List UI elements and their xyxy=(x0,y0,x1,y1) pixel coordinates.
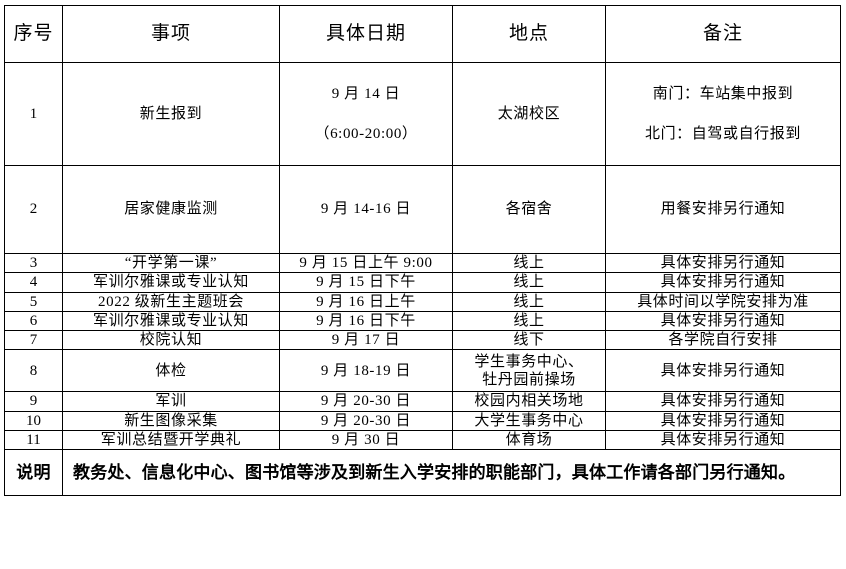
cell-place: 学生事务中心、 牡丹园前操场 xyxy=(452,349,606,393)
cell-date: 9 月 16 日上午 xyxy=(279,291,453,312)
cell-note: 具体安排另行通知 xyxy=(605,349,841,393)
cell-no: 9 xyxy=(4,391,63,412)
cell-no: 8 xyxy=(4,349,63,393)
table-header: 序号 事项 具体日期 地点 备注 xyxy=(4,5,841,63)
column-header-note: 备注 xyxy=(605,5,841,63)
footer-label: 说明 xyxy=(4,449,63,497)
cell-place: 大学生事务中心 xyxy=(452,410,606,432)
cell-no: 5 xyxy=(4,291,63,312)
column-header-item: 事项 xyxy=(62,5,280,63)
cell-item: 军训尔雅课或专业认知 xyxy=(62,310,280,332)
cell-note: 用餐安排另行通知 xyxy=(605,165,841,254)
cell-date: 9 月 17 日 xyxy=(279,330,453,351)
cell-date: 9 月 15 日上午 9:00 xyxy=(279,252,453,274)
cell-item: 军训尔雅课或专业认知 xyxy=(62,272,280,293)
cell-note: 各学院自行安排 xyxy=(605,330,841,351)
cell-note: 南门：车站集中报到 北门：自驾或自行报到 xyxy=(605,62,841,166)
table-row: 6 军训尔雅课或专业认知 9 月 16 日下午 线上 具体安排另行通知 xyxy=(4,310,841,332)
header-row: 序号 事项 具体日期 地点 备注 xyxy=(4,5,841,63)
cell-place: 体育场 xyxy=(452,430,606,451)
cell-date: 9 月 16 日下午 xyxy=(279,310,453,332)
cell-place: 线上 xyxy=(452,272,606,293)
cell-item: 新生报到 xyxy=(62,62,280,166)
cell-note: 具体安排另行通知 xyxy=(605,272,841,293)
cell-place: 线上 xyxy=(452,252,606,274)
cell-no: 1 xyxy=(4,62,63,166)
column-header-no: 序号 xyxy=(4,5,63,63)
table-row: 1 新生报到 9 月 14 日 （6:00-20:00） 太湖校区 南门：车站集… xyxy=(4,62,841,166)
cell-date: 9 月 14 日 （6:00-20:00） xyxy=(279,62,453,166)
cell-note: 具体安排另行通知 xyxy=(605,391,841,412)
cell-note: 具体安排另行通知 xyxy=(605,410,841,432)
table-row: 2 居家健康监测 9 月 14-16 日 各宿舍 用餐安排另行通知 xyxy=(4,165,841,254)
footer-note-text: 教务处、信息化中心、图书馆等涉及到新生入学安排的职能部门，具体工作请各部门另行通… xyxy=(62,449,841,497)
table-row: 11 军训总结暨开学典礼 9 月 30 日 体育场 具体安排另行通知 xyxy=(4,430,841,451)
enrollment-schedule-table: 序号 事项 具体日期 地点 备注 1 新生报到 9 月 14 日 （6:00-2… xyxy=(4,5,841,497)
cell-note: 具体安排另行通知 xyxy=(605,310,841,332)
cell-note-line-1: 南门：车站集中报到 xyxy=(652,85,794,102)
table-row: 8 体检 9 月 18-19 日 学生事务中心、 牡丹园前操场 具体安排另行通知 xyxy=(4,349,841,393)
cell-no: 4 xyxy=(4,272,63,293)
cell-item: 军训总结暨开学典礼 xyxy=(62,430,280,451)
table-footer-row: 说明 教务处、信息化中心、图书馆等涉及到新生入学安排的职能部门，具体工作请各部门… xyxy=(4,449,841,497)
cell-item: 居家健康监测 xyxy=(62,165,280,254)
cell-no: 10 xyxy=(4,410,63,432)
cell-no: 3 xyxy=(4,252,63,274)
cell-item: 军训 xyxy=(62,391,280,412)
cell-no: 6 xyxy=(4,310,63,332)
column-header-date: 具体日期 xyxy=(279,5,453,63)
cell-no: 7 xyxy=(4,330,63,351)
table-row: 10 新生图像采集 9 月 20-30 日 大学生事务中心 具体安排另行通知 xyxy=(4,410,841,432)
cell-item: 校院认知 xyxy=(62,330,280,351)
cell-place: 线上 xyxy=(452,291,606,312)
cell-date: 9 月 18-19 日 xyxy=(279,349,453,393)
column-header-place: 地点 xyxy=(452,5,606,63)
cell-date: 9 月 14-16 日 xyxy=(279,165,453,254)
table-row: 3 “开学第一课” 9 月 15 日上午 9:00 线上 具体安排另行通知 xyxy=(4,252,841,274)
cell-date: 9 月 30 日 xyxy=(279,430,453,451)
cell-date-line-2: （6:00-20:00） xyxy=(314,126,418,142)
table-row: 9 军训 9 月 20-30 日 校园内相关场地 具体安排另行通知 xyxy=(4,391,841,412)
cell-no: 2 xyxy=(4,165,63,254)
cell-date: 9 月 15 日下午 xyxy=(279,272,453,293)
table-row: 5 2022 级新生主题班会 9 月 16 日上午 线上 具体时间以学院安排为准 xyxy=(4,291,841,312)
table-row: 7 校院认知 9 月 17 日 线下 各学院自行安排 xyxy=(4,330,841,351)
cell-place-line-1: 学生事务中心、 xyxy=(474,353,584,370)
cell-note: 具体时间以学院安排为准 xyxy=(605,291,841,312)
cell-date: 9 月 20-30 日 xyxy=(279,410,453,432)
cell-note: 具体安排另行通知 xyxy=(605,430,841,451)
cell-place: 太湖校区 xyxy=(452,62,606,166)
table-body: 1 新生报到 9 月 14 日 （6:00-20:00） 太湖校区 南门：车站集… xyxy=(4,62,841,497)
cell-no: 11 xyxy=(4,430,63,451)
cell-place: 线上 xyxy=(452,310,606,332)
cell-note-line-2: 北门：自驾或自行报到 xyxy=(644,126,801,142)
cell-item: 2022 级新生主题班会 xyxy=(62,291,280,312)
cell-date-line-1: 9 月 14 日 xyxy=(331,85,401,102)
cell-place: 各宿舍 xyxy=(452,165,606,254)
cell-place: 校园内相关场地 xyxy=(452,391,606,412)
cell-note: 具体安排另行通知 xyxy=(605,252,841,274)
cell-date: 9 月 20-30 日 xyxy=(279,391,453,412)
cell-place-line-2: 牡丹园前操场 xyxy=(482,371,576,388)
cell-item: 新生图像采集 xyxy=(62,410,280,432)
cell-place: 线下 xyxy=(452,330,606,351)
table-row: 4 军训尔雅课或专业认知 9 月 15 日下午 线上 具体安排另行通知 xyxy=(4,272,841,293)
cell-item: 体检 xyxy=(62,349,280,393)
cell-item: “开学第一课” xyxy=(62,252,280,274)
